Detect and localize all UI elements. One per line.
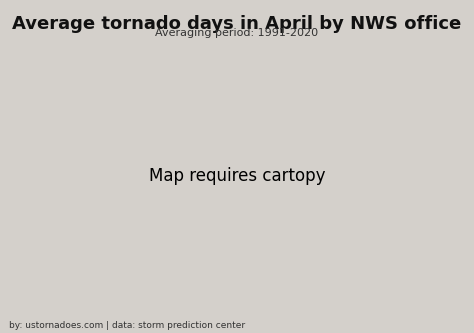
Text: Averaging period: 1991-2020: Averaging period: 1991-2020 xyxy=(155,28,319,38)
Text: Map requires cartopy: Map requires cartopy xyxy=(149,167,325,185)
Text: Average tornado days in April by NWS office: Average tornado days in April by NWS off… xyxy=(12,15,462,33)
Text: by: ustornadoes.com | data: storm prediction center: by: ustornadoes.com | data: storm predic… xyxy=(9,321,246,330)
